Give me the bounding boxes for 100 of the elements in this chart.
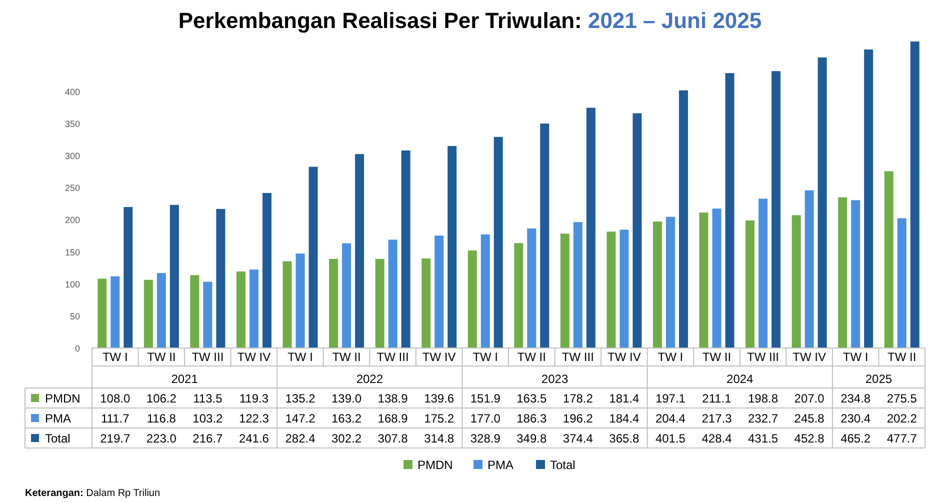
data-label: 217.3 <box>702 412 732 426</box>
y-tick-label: 100 <box>64 279 80 290</box>
data-label: 241.6 <box>238 432 270 446</box>
data-label: 181.4 <box>609 392 640 406</box>
x-tick-label: TW IV <box>792 350 826 364</box>
y-tick-label: 300 <box>64 151 80 161</box>
data-label: 307.8 <box>378 432 408 446</box>
bar <box>342 243 352 348</box>
bar <box>540 124 550 348</box>
bar <box>434 236 444 348</box>
bar <box>632 113 642 348</box>
text: PMA <box>488 458 514 472</box>
data-label: 151.9 <box>470 392 501 406</box>
bar <box>606 232 616 348</box>
data-label: 197.1 <box>655 392 686 406</box>
bar <box>884 171 894 348</box>
bar <box>144 280 153 348</box>
bar <box>216 208 226 348</box>
data-label: 232.7 <box>748 412 778 426</box>
bar <box>124 207 133 348</box>
bar <box>388 240 398 348</box>
bar <box>620 230 629 348</box>
text: Keterangan: Dalam Rp Triliun <box>25 488 160 499</box>
data-label: 177.0 <box>470 412 501 426</box>
bar <box>308 166 318 348</box>
data-label: 401.5 <box>655 432 686 446</box>
data-label: 186.3 <box>516 412 547 426</box>
bar <box>468 250 477 348</box>
x-tick-label: TW I <box>842 350 868 364</box>
bar <box>236 271 246 348</box>
bar <box>170 204 179 348</box>
y-tick-label: 200 <box>64 215 80 226</box>
x-tick-label: TW IV <box>237 350 271 364</box>
data-label: 111.7 <box>101 412 130 426</box>
bar <box>746 220 755 348</box>
data-label: 168.9 <box>378 412 408 426</box>
data-label: 138.9 <box>378 392 408 406</box>
bar <box>203 282 212 348</box>
data-label: 184.4 <box>609 412 640 426</box>
data-label: 139.0 <box>332 392 362 406</box>
x-tick-label: TW II <box>332 350 361 364</box>
data-label: 147.2 <box>285 412 316 426</box>
data-label: 314.8 <box>424 432 454 446</box>
bar <box>758 198 768 348</box>
text: 2024 <box>726 372 754 386</box>
data-label: 139.6 <box>424 392 454 406</box>
data-label: 204.4 <box>655 412 686 426</box>
bar <box>560 234 570 348</box>
bar <box>573 222 582 348</box>
data-label: 113.5 <box>193 392 223 406</box>
data-label: 178.2 <box>562 392 594 406</box>
data-label: 122.3 <box>238 412 270 426</box>
data-label: 431.5 <box>748 432 778 446</box>
data-label: 428.4 <box>702 432 732 446</box>
y-tick-label: 250 <box>64 183 80 194</box>
bar <box>249 270 258 348</box>
data-label: 135.2 <box>285 392 316 406</box>
bar <box>678 90 688 348</box>
bar <box>110 276 120 348</box>
text: 2022 <box>356 372 384 386</box>
data-label: 223.0 <box>146 432 177 446</box>
data-label: 452.8 <box>794 432 825 446</box>
data-label: 216.7 <box>192 432 224 446</box>
x-tick-label: TW III <box>747 350 780 364</box>
data-label: 328.9 <box>470 432 501 446</box>
bar <box>818 57 827 348</box>
data-label: 374.4 <box>562 432 594 446</box>
bar <box>156 273 166 348</box>
data-label: 163.5 <box>516 392 547 406</box>
bar <box>652 222 662 348</box>
x-tick-label: TW IV <box>608 350 641 364</box>
bar <box>329 258 338 348</box>
bar <box>910 41 920 348</box>
data-label: 198.8 <box>748 392 778 406</box>
data-label: 275.5 <box>886 392 918 406</box>
bar <box>804 190 814 348</box>
bar <box>772 71 781 348</box>
bar <box>699 212 708 348</box>
bar <box>838 197 848 348</box>
bar <box>712 208 722 348</box>
data-label: 196.2 <box>562 412 594 426</box>
y-tick-label: 50 <box>70 311 80 322</box>
bar <box>296 254 305 348</box>
bar <box>514 243 524 348</box>
bar <box>792 215 801 348</box>
bar <box>190 275 200 348</box>
data-label: 282.4 <box>285 432 316 446</box>
bar <box>282 261 292 348</box>
data-label: 211.1 <box>702 392 732 406</box>
bar <box>262 192 272 348</box>
bar <box>98 278 107 348</box>
data-label: 465.2 <box>840 432 871 446</box>
data-label: 202.2 <box>886 412 918 426</box>
bar <box>448 146 457 348</box>
data-label: 365.8 <box>609 432 640 446</box>
bar <box>851 200 860 348</box>
data-label: 106.2 <box>146 392 177 406</box>
bar <box>355 154 364 348</box>
data-label: 245.8 <box>794 412 825 426</box>
bar <box>375 258 384 348</box>
